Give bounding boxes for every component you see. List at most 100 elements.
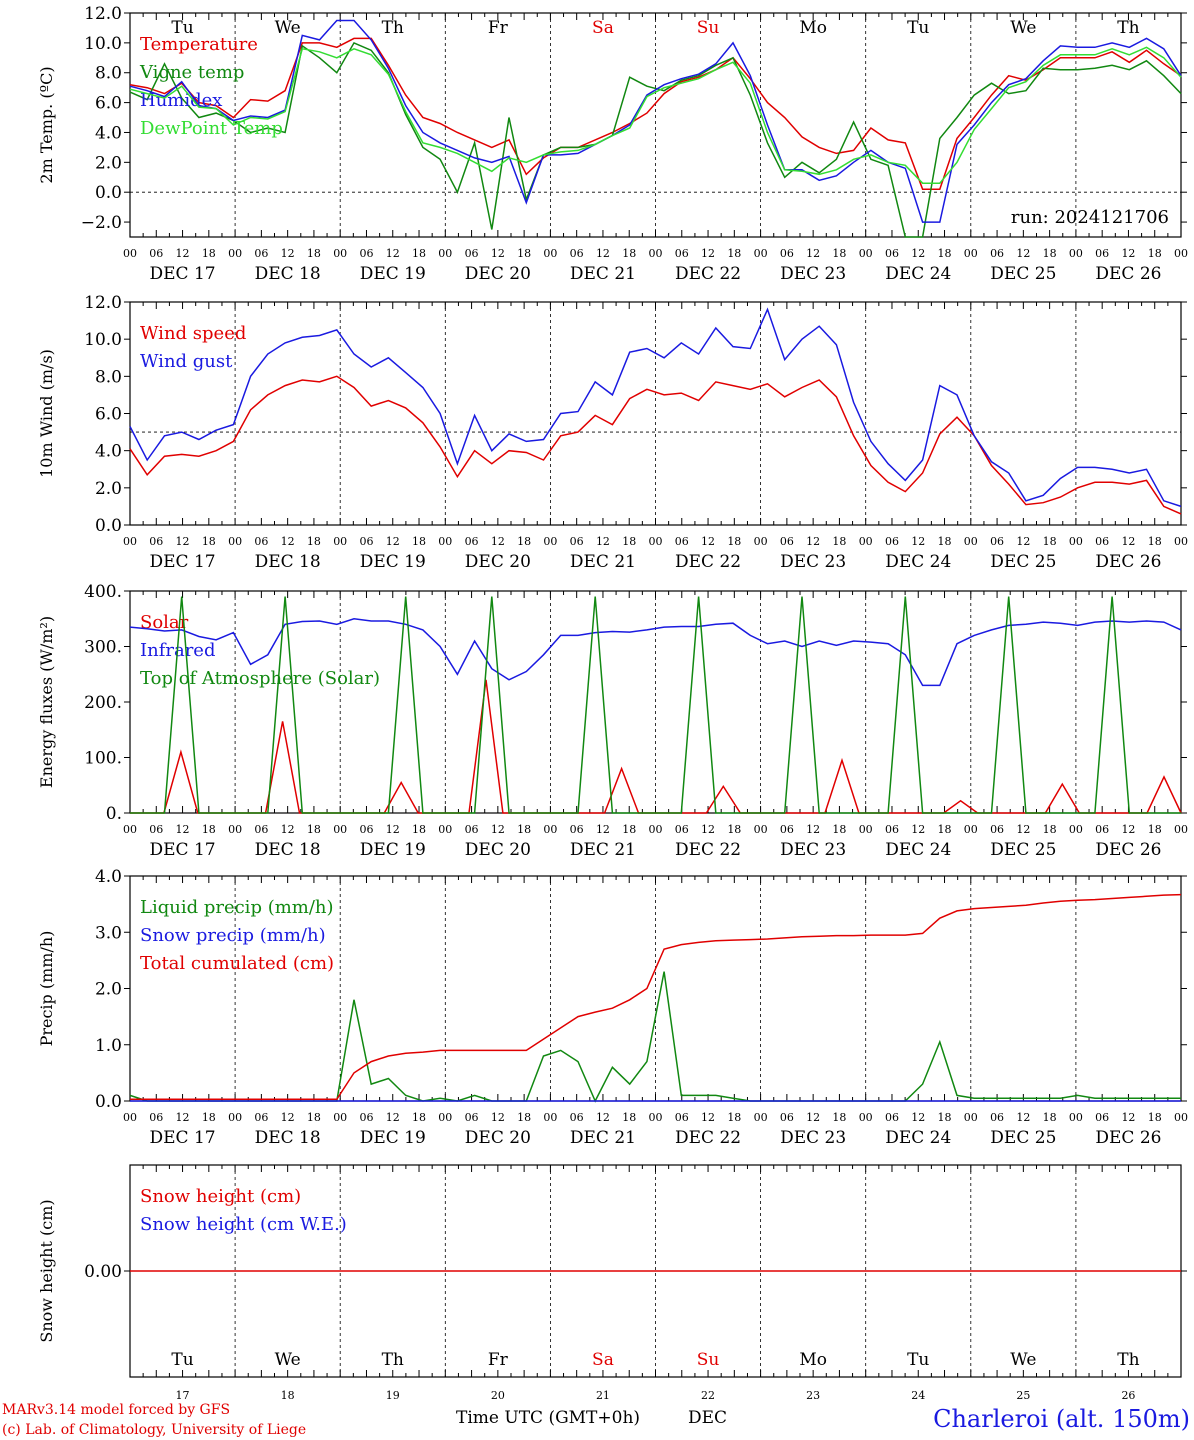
hour-tick-label: 06 xyxy=(254,823,268,836)
hour-tick-label: 12 xyxy=(1121,535,1135,548)
hour-tick-label: 06 xyxy=(990,535,1004,548)
hour-tick-label: 06 xyxy=(570,247,584,260)
series-line-temperature xyxy=(129,37,1182,190)
hour-tick-label: 06 xyxy=(359,823,373,836)
date-number-label: 23 xyxy=(806,1389,820,1402)
date-label: DEC 26 xyxy=(1095,840,1161,860)
day-name-label: Su xyxy=(697,1350,720,1370)
hour-tick-label: 18 xyxy=(1148,823,1162,836)
hour-tick-label: 00 xyxy=(1069,247,1083,260)
hour-tick-label: 06 xyxy=(465,535,479,548)
hour-tick-label: 18 xyxy=(1043,247,1057,260)
hour-tick-label: 00 xyxy=(964,1111,978,1124)
day-name-label: We xyxy=(1010,1350,1036,1370)
legend-entry: Vigne temp xyxy=(139,62,244,83)
hour-tick-label: 18 xyxy=(622,535,636,548)
date-label: DEC 23 xyxy=(780,1128,846,1148)
hour-tick-label: 00 xyxy=(123,247,137,260)
date-number-label: 19 xyxy=(386,1389,400,1402)
date-label: DEC 24 xyxy=(885,264,951,284)
day-name-label: We xyxy=(275,18,301,38)
hour-tick-label: 06 xyxy=(780,823,794,836)
legend-entry: Solar xyxy=(140,612,189,633)
date-number-label: 20 xyxy=(491,1389,505,1402)
hour-tick-label: 00 xyxy=(333,535,347,548)
y-axis-label: 2m Temp. (ºC) xyxy=(37,66,56,183)
hour-tick-label: 12 xyxy=(806,1111,820,1124)
hour-tick-label: 18 xyxy=(727,823,741,836)
date-label: DEC 18 xyxy=(255,1128,321,1148)
hour-tick-label: 00 xyxy=(543,247,557,260)
hour-tick-label: 12 xyxy=(701,535,715,548)
legend-entry: Humidex xyxy=(140,90,222,111)
hour-tick-label: 00 xyxy=(438,535,452,548)
hour-tick-label: 12 xyxy=(281,247,295,260)
hour-tick-label: 06 xyxy=(570,535,584,548)
y-tick-label: 8.0 xyxy=(95,367,122,387)
date-label: DEC 22 xyxy=(675,1128,741,1148)
hour-tick-label: 06 xyxy=(885,1111,899,1124)
y-tick-label: 6.0 xyxy=(95,94,122,114)
hour-tick-label: 00 xyxy=(754,1111,768,1124)
hour-tick-label: 18 xyxy=(832,1111,846,1124)
day-name-label: Sa xyxy=(592,1350,614,1370)
hour-tick-label: 12 xyxy=(1016,1111,1030,1124)
y-axis-label: Precip (mm/h) xyxy=(37,931,56,1047)
y-tick-label: 4.0 xyxy=(95,867,122,887)
hour-tick-label: 00 xyxy=(859,535,873,548)
date-number-label: 18 xyxy=(281,1389,295,1402)
date-label: DEC 19 xyxy=(360,264,426,284)
day-name-label: Su xyxy=(697,18,720,38)
hour-tick-label: 06 xyxy=(885,247,899,260)
hour-tick-label: 06 xyxy=(359,247,373,260)
y-axis-label: Energy fluxes (W/m²) xyxy=(37,616,56,788)
day-name-label: Th xyxy=(382,1350,404,1370)
y-tick-label: −2.0 xyxy=(81,213,122,233)
date-label: DEC 25 xyxy=(990,840,1056,860)
hour-tick-label: 00 xyxy=(438,823,452,836)
date-number-label: 26 xyxy=(1121,1389,1135,1402)
hour-tick-label: 12 xyxy=(491,823,505,836)
hour-tick-label: 06 xyxy=(254,1111,268,1124)
hour-tick-label: 06 xyxy=(885,823,899,836)
hour-tick-label: 00 xyxy=(333,247,347,260)
hour-tick-label: 18 xyxy=(938,247,952,260)
hour-tick-label: 06 xyxy=(675,247,689,260)
hour-tick-label: 18 xyxy=(622,823,636,836)
date-label: DEC 26 xyxy=(1095,1128,1161,1148)
hour-tick-label: 00 xyxy=(1174,1111,1188,1124)
hour-tick-label: 18 xyxy=(307,823,321,836)
hour-tick-label: 12 xyxy=(176,535,190,548)
x-axis-label: Time UTC (GMT+0h) xyxy=(456,1408,640,1428)
date-label: DEC 20 xyxy=(465,264,531,284)
hour-tick-label: 18 xyxy=(832,823,846,836)
hour-tick-label: 18 xyxy=(727,535,741,548)
date-label: DEC 20 xyxy=(465,552,531,572)
hour-tick-label: 00 xyxy=(1174,535,1188,548)
date-label: DEC 17 xyxy=(150,552,216,572)
series-line-wind-gust xyxy=(129,307,1182,508)
hour-tick-label: 00 xyxy=(543,535,557,548)
hour-tick-label: 12 xyxy=(911,535,925,548)
date-label: DEC 26 xyxy=(1095,552,1161,572)
hour-tick-label: 00 xyxy=(649,1111,663,1124)
hour-tick-label: 12 xyxy=(386,247,400,260)
hour-tick-label: 12 xyxy=(491,247,505,260)
date-label: DEC 19 xyxy=(360,840,426,860)
hour-tick-label: 00 xyxy=(123,535,137,548)
date-label: DEC 22 xyxy=(675,264,741,284)
hour-tick-label: 12 xyxy=(701,1111,715,1124)
hour-tick-label: 06 xyxy=(149,823,163,836)
date-label: DEC 24 xyxy=(885,1128,951,1148)
hour-tick-label: 12 xyxy=(596,823,610,836)
date-label: DEC 22 xyxy=(675,840,741,860)
hour-tick-label: 12 xyxy=(281,823,295,836)
hour-tick-label: 06 xyxy=(570,1111,584,1124)
y-tick-label: 400. xyxy=(84,582,122,602)
day-name-label: We xyxy=(1010,18,1036,38)
hour-tick-label: 00 xyxy=(543,1111,557,1124)
hour-tick-label: 12 xyxy=(701,823,715,836)
hour-tick-label: 12 xyxy=(386,535,400,548)
hour-tick-label: 18 xyxy=(1148,247,1162,260)
